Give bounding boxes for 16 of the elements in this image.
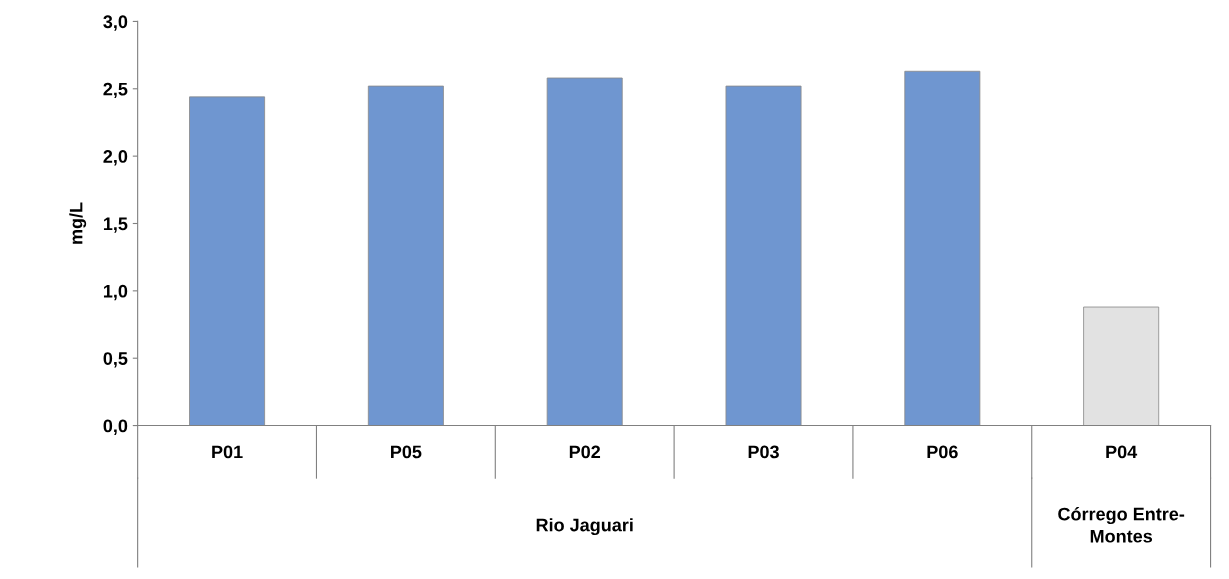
y-tick-label: 2,5 [103,82,128,99]
x-tick-label: P05 [391,445,422,459]
y-tick-label: 3,0 [103,15,128,31]
y-tick-label: 0,5 [103,352,128,368]
x-tick-label: P03 [748,445,779,459]
y-axis-title: mg/L [69,202,87,244]
x-tick-label: P06 [927,445,958,459]
x-tick-label: P04 [1106,445,1138,459]
text: Córrego Entre- Montes [1058,507,1185,543]
y-tick-label: 1,0 [103,284,128,301]
y-tick-label: 0,0 [103,419,128,435]
y-tick-label: 2,0 [103,150,128,166]
text: Rio Jaguari [536,518,633,536]
x-tick-label: P01 [212,445,243,459]
x-tick-label: P02 [569,445,601,459]
y-tick-label: 1,5 [103,217,128,233]
